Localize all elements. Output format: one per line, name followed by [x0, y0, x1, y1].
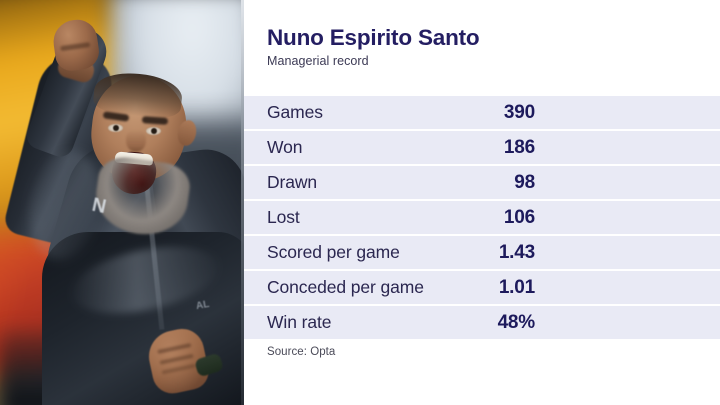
stat-value-text: 106 [503, 206, 535, 228]
eye-right [146, 127, 161, 135]
stat-label: Win rate [267, 312, 332, 332]
table-row: Conceded per game 1.01 [244, 271, 720, 304]
photo-right-edge [241, 0, 244, 405]
stat-value: 98 [475, 172, 720, 194]
stats-table: Games 390 Won 186 Drawn 98 Lost 106 Scor… [244, 96, 720, 341]
table-row: Lost 106 [244, 201, 720, 234]
stat-value: 1.01 [475, 277, 720, 299]
source-attribution: Source: Opta [267, 346, 336, 358]
stat-label: Games [267, 102, 323, 122]
stat-label: Conceded per game [267, 277, 424, 297]
stat-value: 106 [475, 207, 720, 229]
nose [126, 130, 146, 152]
stat-value: 48% [475, 312, 720, 334]
jacket-logo-small: AL [195, 298, 211, 313]
stat-value: 390 [475, 102, 720, 124]
page-subtitle: Managerial record [267, 53, 369, 68]
stat-value-text: 186 [503, 136, 535, 158]
stat-value: 1.43 [475, 242, 720, 264]
table-row: Win rate 48% [244, 306, 720, 339]
stat-value-text: 1.43 [498, 241, 535, 263]
stat-label: Won [267, 137, 303, 157]
table-row: Scored per game 1.43 [244, 236, 720, 269]
stat-value: 186 [475, 137, 720, 159]
info-panel: Nuno Espirito Santo Managerial record Ga… [244, 0, 720, 405]
table-row: Games 390 [244, 96, 720, 129]
panel-header: Nuno Espirito Santo Managerial record [244, 0, 720, 68]
eye-left [108, 124, 123, 132]
page-title: Nuno Espirito Santo [267, 25, 480, 50]
stat-label: Drawn [267, 172, 318, 192]
table-row: Drawn 98 [244, 166, 720, 199]
stat-value-text: 390 [503, 101, 535, 123]
stat-label: Lost [267, 207, 300, 227]
manager-figure: N AL [0, 0, 244, 405]
stat-value-text: 98 [514, 171, 535, 193]
stat-label: Scored per game [267, 242, 400, 262]
stat-value-text: 48% [497, 311, 536, 333]
table-row: Won 186 [244, 131, 720, 164]
stat-value-text: 1.01 [498, 276, 535, 298]
manager-photo: N AL [0, 0, 244, 405]
jacket-torso [42, 232, 244, 405]
